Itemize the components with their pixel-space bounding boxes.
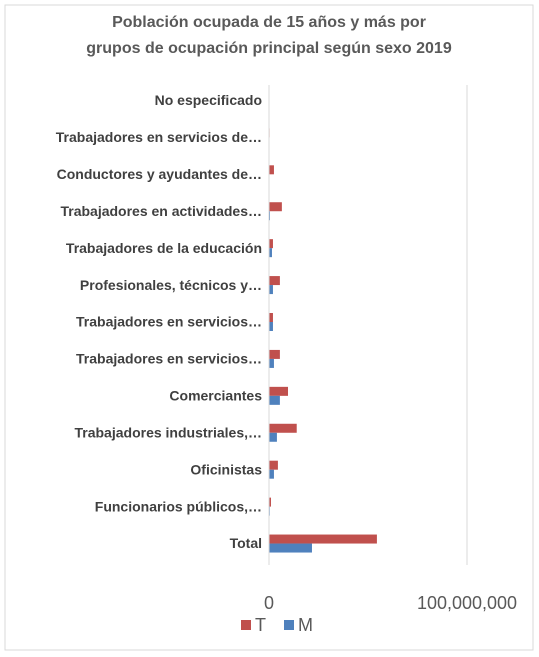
- y-tick-label: Profesionales, técnicos y…: [80, 277, 262, 293]
- bar: [269, 276, 280, 286]
- legend-label: M: [298, 615, 313, 635]
- bar: [269, 386, 289, 396]
- bar: [269, 534, 377, 544]
- y-tick-label: Trabajadores industriales,…: [74, 424, 262, 440]
- y-tick-label: No especificado: [155, 92, 262, 108]
- bar: [269, 469, 274, 479]
- x-tick-label: 0: [264, 593, 274, 613]
- y-tick-label: Funcionarios públicos,…: [95, 498, 262, 514]
- legend-swatch: [284, 620, 294, 630]
- chart-title: Población ocupada de 15 años y más por: [112, 14, 426, 31]
- bar: [269, 239, 273, 249]
- bar: [269, 202, 282, 212]
- bar: [269, 497, 271, 507]
- chart-title: grupos de ocupación principal según sexo…: [86, 40, 452, 57]
- y-tick-label: Conductores y ayudantes de…: [57, 166, 262, 182]
- bar: [269, 349, 280, 359]
- y-tick-label: Comerciantes: [169, 388, 262, 404]
- x-tick-label: 100,000,000: [417, 593, 517, 613]
- y-tick-label: Oficinistas: [190, 461, 262, 477]
- y-tick-label: Total: [230, 535, 262, 551]
- bar: [269, 248, 272, 258]
- bar: [269, 165, 274, 175]
- bar: [269, 322, 273, 331]
- bar: [269, 395, 280, 405]
- bar: [269, 460, 278, 470]
- bar: [269, 313, 273, 322]
- bar: [269, 358, 274, 368]
- y-tick-label: Trabajadores en servicios de…: [56, 129, 262, 145]
- bar: [269, 285, 273, 295]
- bar: [269, 423, 297, 433]
- bar: [269, 543, 312, 553]
- y-tick-label: Trabajadores en actividades…: [60, 203, 262, 219]
- y-tick-label: Trabajadores en servicios…: [76, 351, 262, 367]
- y-tick-label: Trabajadores en servicios…: [76, 314, 262, 330]
- legend-swatch: [241, 620, 251, 630]
- y-tick-label: Trabajadores de la educación: [66, 240, 262, 256]
- bar: [269, 432, 277, 442]
- legend-label: T: [255, 615, 266, 635]
